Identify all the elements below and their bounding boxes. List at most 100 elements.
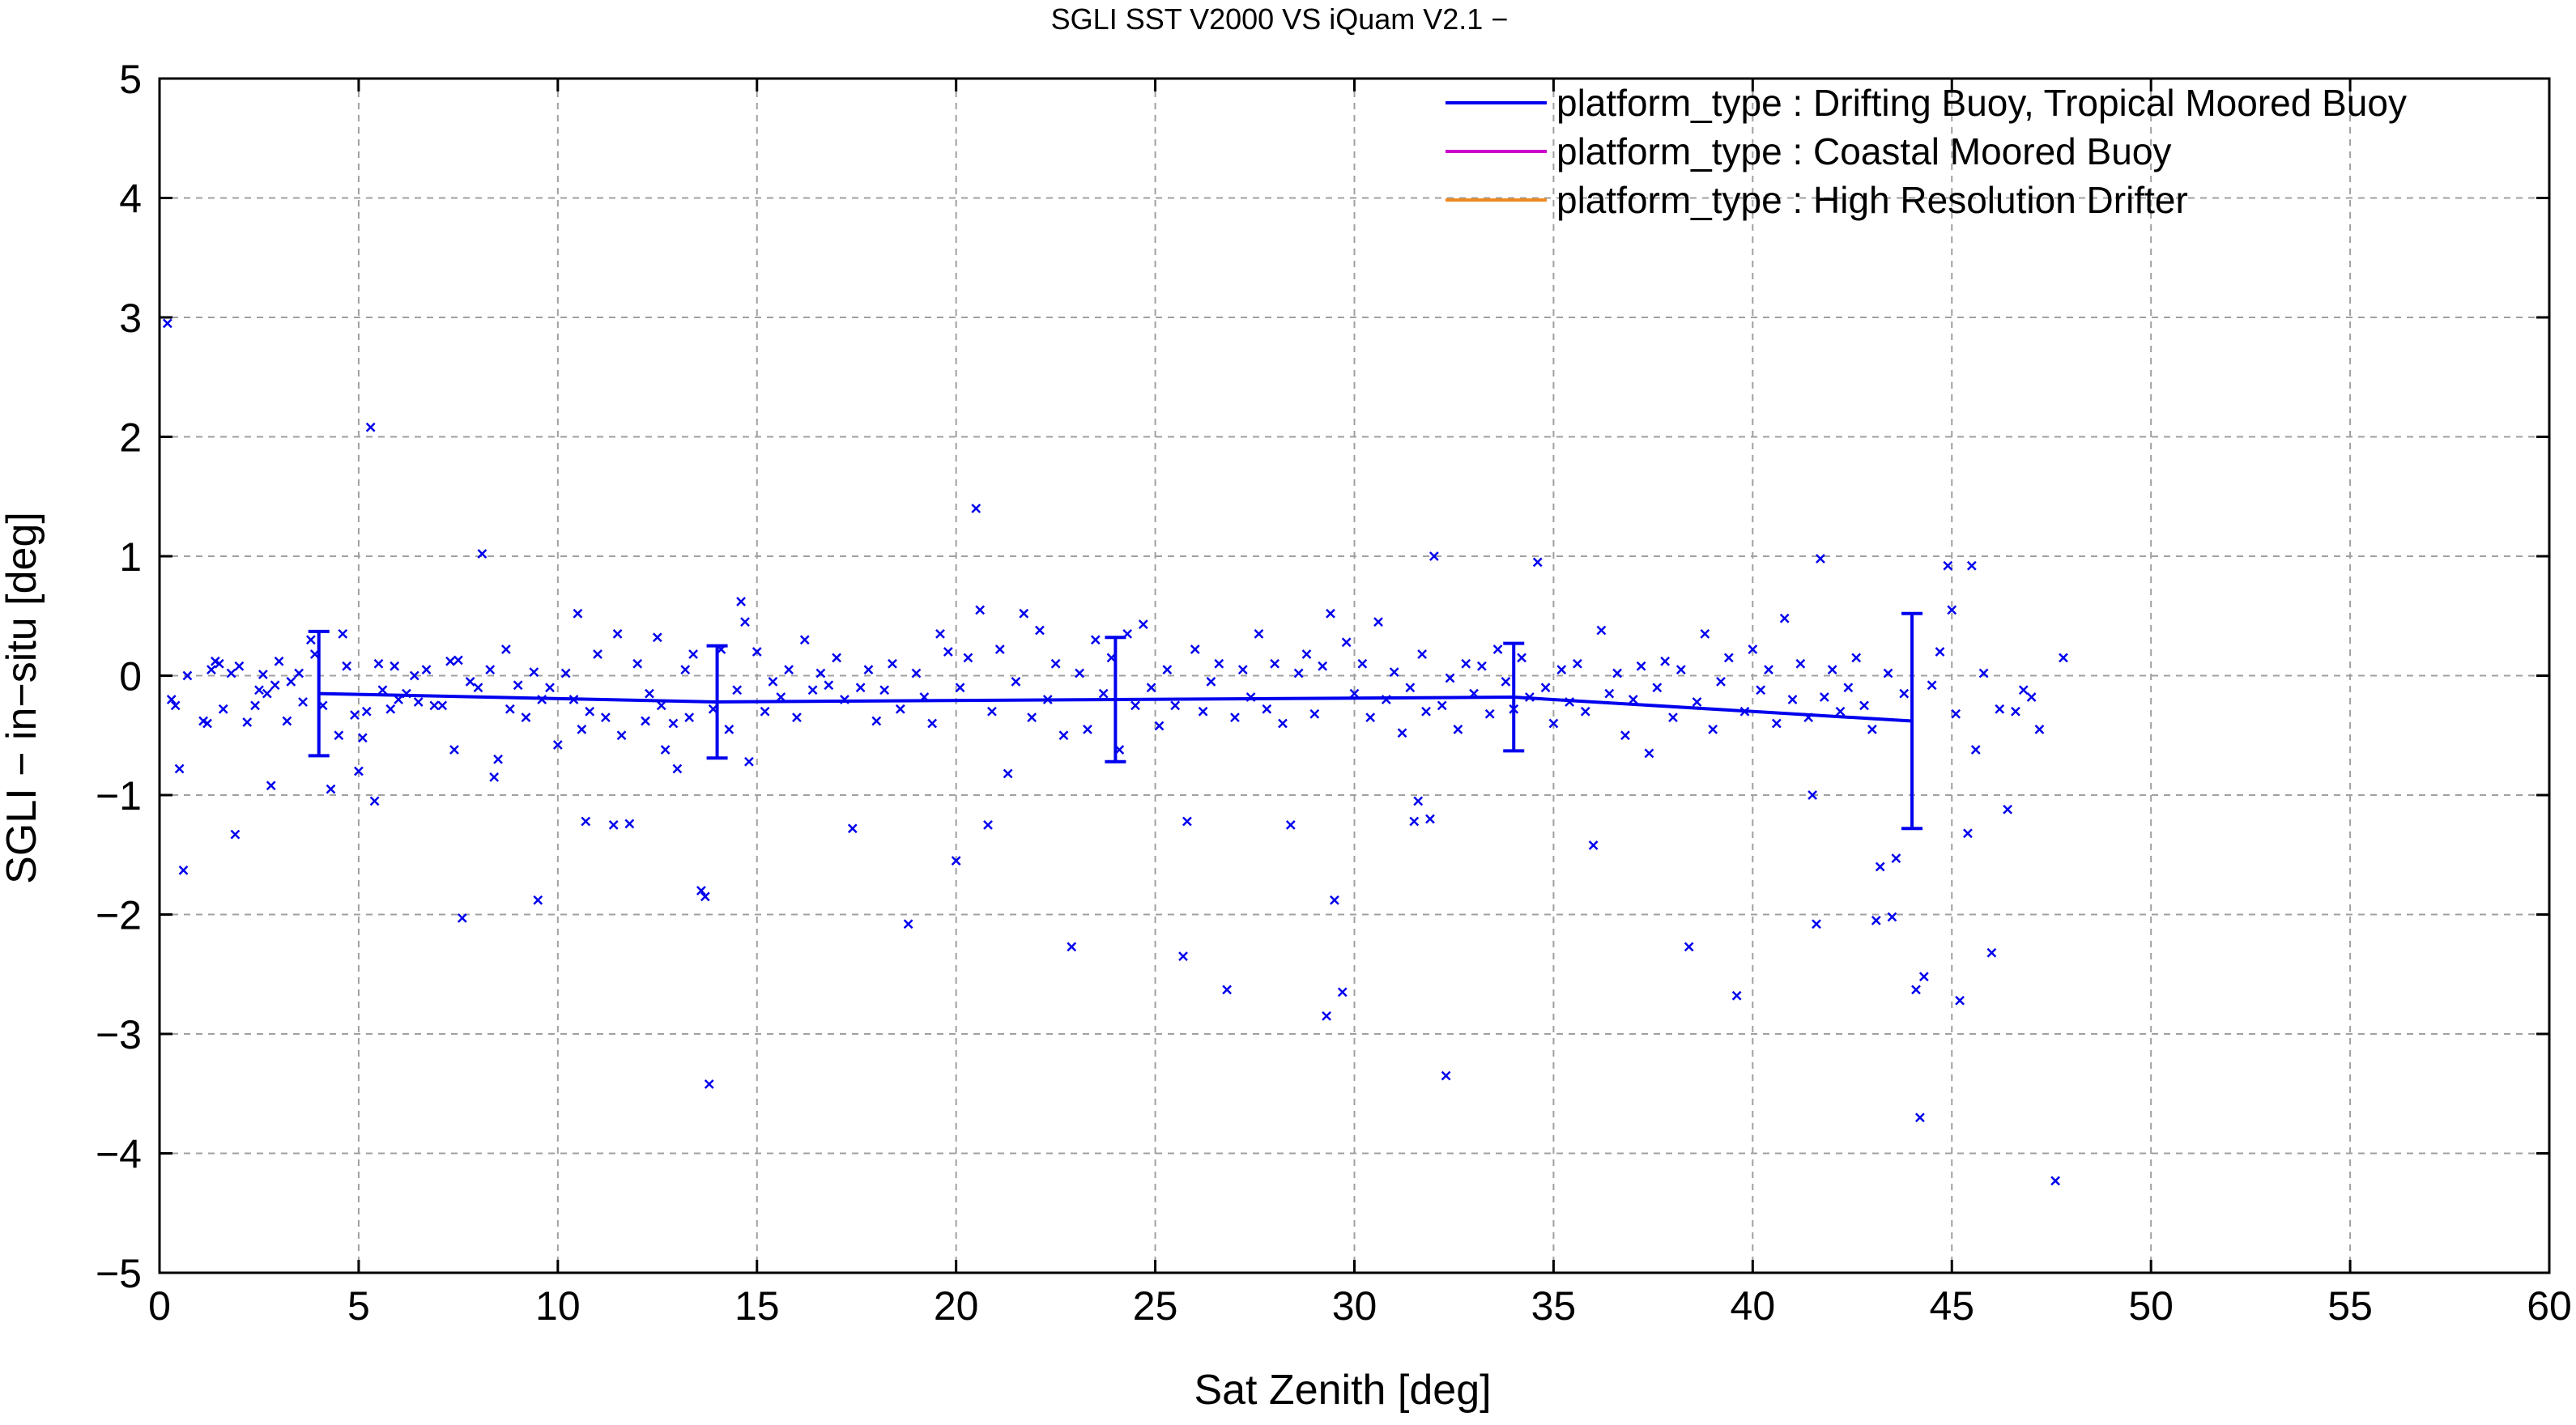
scatter-point [453,655,463,666]
scatter-point [1214,658,1224,669]
y-tick-label: 5 [119,57,142,102]
scatter-point [660,745,671,755]
scatter-point [1405,683,1416,693]
scatter-point [987,706,997,717]
scatter-point [1891,853,1901,864]
scatter-point [744,756,754,767]
scatter-point [1875,861,1885,872]
x-tick-label: 50 [2128,1283,2174,1329]
scatter-point [612,628,623,639]
scatter-point [2003,804,2012,815]
scatter-point [1035,625,1045,636]
scatter-point [688,649,698,659]
scatter-point [1708,724,1718,734]
scatter-point [943,647,953,657]
scatter-point [1090,635,1101,645]
scatter-point [1819,692,1829,702]
scatter-point [1787,695,1798,704]
scatter-point [963,653,973,663]
scatter-point [1517,653,1526,663]
scatter-point [2059,653,2068,663]
scatter-point [445,656,455,666]
scatter-point [385,704,396,714]
x-axis-label: Sat Zenith [deg] [1194,1367,1491,1414]
scatter-point [1461,658,1471,669]
scatter-point [1254,628,1264,639]
scatter-point [501,644,511,654]
scatter-point [1970,745,1981,755]
scatter-point [1365,712,1376,723]
scatter-point [1851,653,1862,663]
scatter-point [457,913,467,923]
scatter-point [342,661,352,671]
scatter-point [1812,919,1821,929]
scatter-point [1668,712,1678,723]
scatter-point [807,685,818,695]
scatter-point [1596,625,1607,636]
plot-series [162,318,2068,1186]
scatter-point [1947,605,1957,615]
scatter-point [465,676,475,687]
scatter-point [1301,649,1312,659]
scatter-point [421,665,432,675]
scatter-point [1318,661,1328,671]
scatter-point [832,653,842,663]
scatter-point [214,658,224,669]
scatter-point [1978,668,1989,678]
scatter-point [879,685,890,695]
scatter-point [1887,912,1897,922]
scatter-point [560,668,571,678]
scatter-point [815,668,826,678]
scatter-point [1437,700,1447,711]
scatter-point [1692,697,1702,707]
scatter-point [1230,712,1240,723]
scatter-point [230,829,241,840]
scatter-point [477,549,488,559]
scatter-point [258,670,268,679]
scatter-point [2018,685,2029,695]
y-tick-label: 4 [119,177,142,222]
scatter-point [207,665,216,675]
scatter-point [1445,673,1455,683]
scatter-point [1716,676,1726,687]
scatter-point [250,700,260,711]
scatter-point [1943,560,1953,571]
legend-label: platform_type : Coastal Moored Buoy [1556,130,2171,172]
scatter-point [326,784,336,794]
scatter-point [182,670,193,681]
scatter-point [429,700,440,711]
scatter-point [1138,619,1148,629]
scatter-point [971,504,981,513]
scatter-point [1067,942,1077,952]
scatter-point [1293,668,1304,678]
error-bar [308,629,330,758]
scatter-point [1700,628,1710,639]
scatter-point [334,730,344,741]
scatter-point [1337,987,1348,998]
legend: platform_type : Drifting Buoy, Tropical … [1446,82,2407,221]
scatter-point [166,695,177,704]
x-tick-label: 5 [347,1283,370,1329]
scatter-point [2034,724,2045,734]
scatter-point [1170,700,1181,711]
scatter-point [369,796,380,806]
x-tick-label: 20 [934,1283,979,1329]
scatter-point [1083,724,1092,734]
scatter-point [1389,667,1399,677]
scatter-point [740,617,750,627]
scatter-point [1731,990,1742,1001]
scatter-point [270,680,280,691]
scatter-point [1871,915,1881,925]
scatter-point [1628,695,1638,704]
scatter-point [888,658,897,669]
scatter-point [1409,816,1420,827]
scatter-point [1058,730,1069,741]
scatter-point [1417,649,1427,659]
scatter-point [1270,658,1280,669]
scatter-point [1963,828,1973,839]
scatter-point [1326,608,1335,619]
scatter-point [350,710,360,721]
